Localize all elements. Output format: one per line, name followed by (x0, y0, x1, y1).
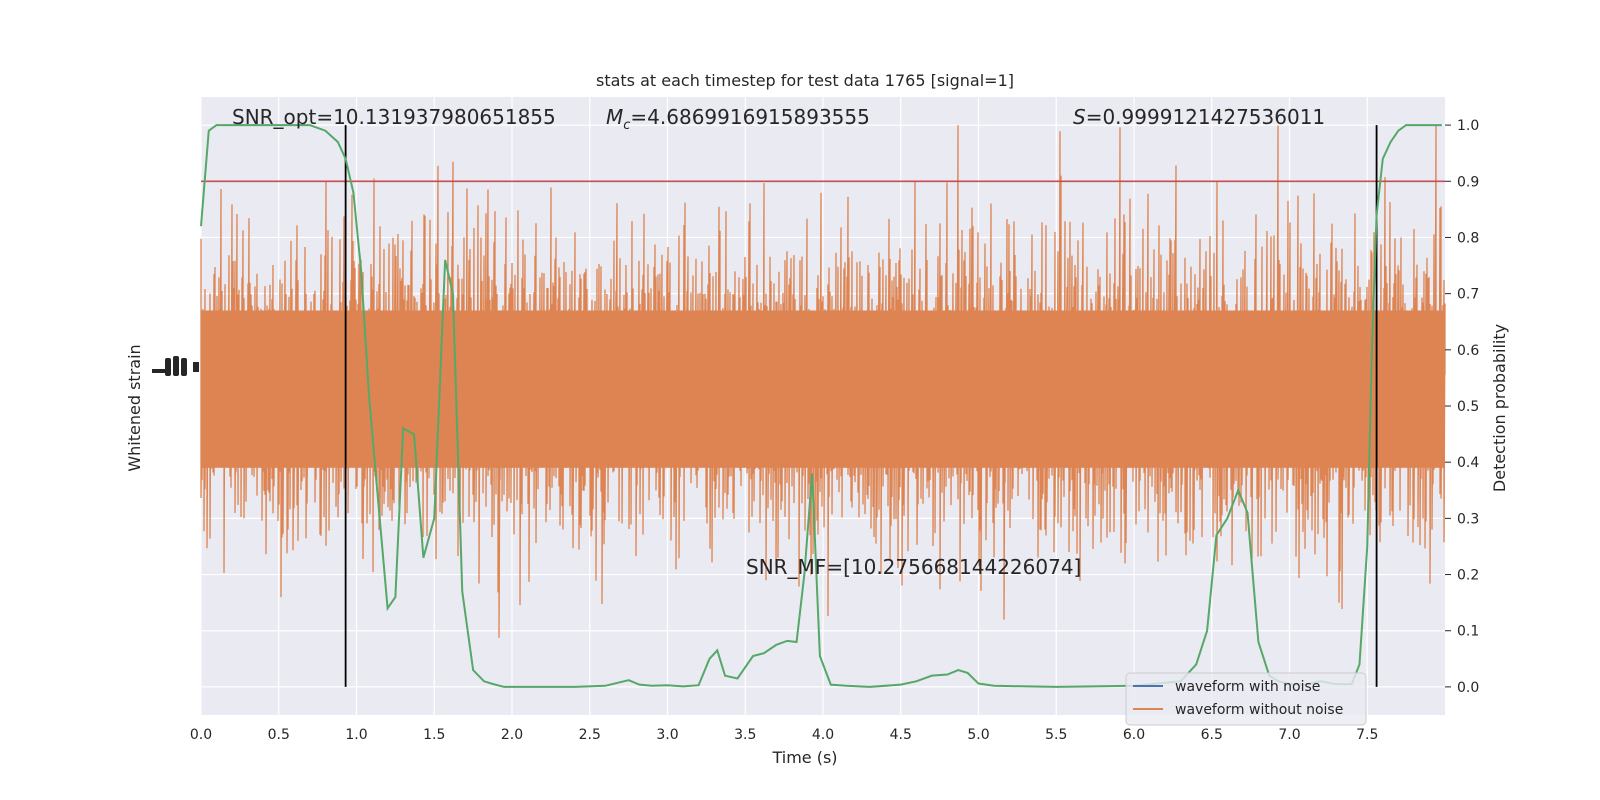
x-tick-label-10: 5.0 (967, 727, 989, 743)
x-axis-label: Time (s) (771, 748, 837, 767)
x-tick-label-13: 6.5 (1201, 727, 1223, 743)
x-tick-label-1: 0.5 (268, 727, 290, 743)
x-tick-label-6: 3.0 (656, 727, 678, 743)
y-tick-labels: 0.0 0.1 0.2 0.3 0.4 0.5 0.6 0.7 0.8 0.9 1.0 (1445, 118, 1479, 696)
x-tick-label-8: 4.0 (812, 727, 834, 743)
x-tick-label-7: 3.5 (734, 727, 756, 743)
annotation-mc: Mc=4.6869916915893555 (606, 105, 870, 133)
y-tick-label-0: 0.0 (1457, 680, 1479, 696)
annotation-s: S=0.9999121427536011 (1073, 105, 1325, 129)
x-tick-labels: 0.0 0.5 1.0 1.5 2.0 2.5 3.0 3.5 4.0 4.5 5.0 5.5 6.0 6… (190, 727, 1379, 743)
annotation-snr-mf: SNR_MF=[10.275668144226074] (746, 555, 1081, 579)
legend-label-with-noise: waveform with noise (1175, 679, 1320, 695)
x-tick-label-3: 1.5 (423, 727, 445, 743)
legend: waveform with noise waveform without noi… (1125, 672, 1367, 726)
right-axis-label: Detection probability (1490, 324, 1509, 492)
x-tick-label-15: 7.5 (1356, 727, 1378, 743)
left-axis-tick-cluster (152, 356, 199, 376)
x-tick-label-5: 2.5 (579, 727, 601, 743)
y-tick-label-6: 0.6 (1457, 343, 1479, 359)
x-tick-label-4: 2.0 (501, 727, 523, 743)
x-tick-label-11: 5.5 (1045, 727, 1067, 743)
x-tick-label-2: 1.0 (345, 727, 367, 743)
chart-title: stats at each timestep for test data 176… (596, 71, 1014, 90)
y-tick-label-9: 0.9 (1457, 174, 1479, 190)
x-tick-label-9: 4.5 (890, 727, 912, 743)
legend-box (1125, 672, 1367, 726)
x-tick-label-0: 0.0 (190, 727, 212, 743)
y-tick-label-2: 0.2 (1457, 568, 1479, 584)
y-tick-label-3: 0.3 (1457, 511, 1479, 527)
y-tick-label-1: 0.1 (1457, 624, 1479, 640)
left-axis-label: Whitened strain (125, 344, 144, 471)
y-tick-label-7: 0.7 (1457, 287, 1479, 303)
y-tick-label-8: 0.8 (1457, 230, 1479, 246)
legend-label-without-noise: waveform without noise (1175, 702, 1343, 718)
y-tick-label-5: 0.5 (1457, 399, 1479, 415)
strain-series (200, 125, 1446, 638)
y-tick-label-10: 1.0 (1457, 118, 1479, 134)
annotation-snr-opt: SNR_opt=10.131937980651855 (232, 105, 556, 129)
x-tick-label-14: 7.0 (1278, 727, 1300, 743)
x-tick-label-12: 6.0 (1123, 727, 1145, 743)
strain-core-band (201, 310, 1445, 468)
y-tick-label-4: 0.4 (1457, 455, 1479, 471)
